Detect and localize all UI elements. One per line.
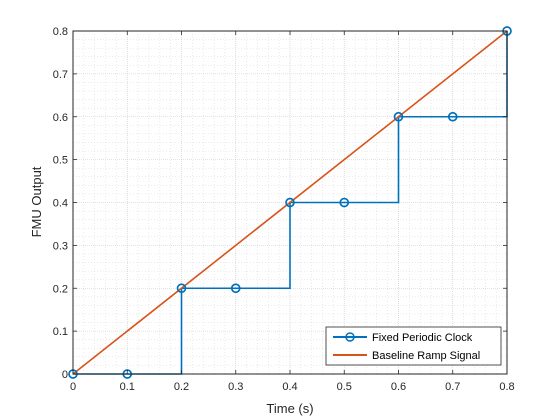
series-0-point-top <box>285 197 295 208</box>
y-tick-label: 0.1 <box>53 326 68 338</box>
x-axis-label: Time (s) <box>266 401 313 416</box>
y-tick-label: 0.2 <box>53 283 68 295</box>
legend-box <box>325 326 502 366</box>
y-tick-label: 0.7 <box>53 69 68 81</box>
y-tick-label: 0.5 <box>53 155 68 167</box>
x-tick-label: 0.7 <box>445 381 460 393</box>
series-0-point-top <box>339 197 349 208</box>
x-tick-label: 0.2 <box>174 381 189 393</box>
y-tick-label: 0.6 <box>53 112 68 124</box>
legend-marker-fixed-periodic-clock <box>345 332 355 342</box>
x-tick-label: 0.3 <box>228 381 243 393</box>
y-tick-label: 0.3 <box>53 240 68 252</box>
y-axis-label: FMU Output <box>29 166 44 237</box>
y-tick-label: 0.4 <box>53 198 68 210</box>
series-0-point-top <box>448 112 458 122</box>
legend: Fixed Periodic Clock Baseline Ramp Signa… <box>325 326 502 366</box>
y-tick-label: 0 <box>62 369 68 381</box>
x-tick-label: 0.8 <box>499 381 514 393</box>
tick-marks <box>72 30 508 375</box>
x-tick-labels: 0 0.1 0.2 0.3 0.4 0.5 0.6 0.7 0.8 <box>70 381 515 393</box>
x-tick-label: 0 <box>70 381 76 393</box>
series-0-point-top <box>176 283 187 293</box>
series-0-point-top <box>231 283 241 293</box>
series-0-point-top <box>393 112 404 122</box>
y-tick-label: 0.8 <box>53 26 68 38</box>
x-tick-label: 0.1 <box>120 381 135 393</box>
legend-label-fixed-periodic-clock: Fixed Periodic Clock <box>372 332 473 344</box>
y-tick-labels: 0 0.1 0.2 0.3 0.4 0.5 0.6 0.7 0.8 <box>53 26 68 381</box>
x-tick-label: 0.5 <box>337 381 352 393</box>
series-line-1 <box>72 30 508 375</box>
x-tick-label: 0.4 <box>282 381 297 393</box>
legend-label-baseline-ramp-signal: Baseline Ramp Signal <box>372 350 480 362</box>
x-tick-label: 0.6 <box>391 381 406 393</box>
